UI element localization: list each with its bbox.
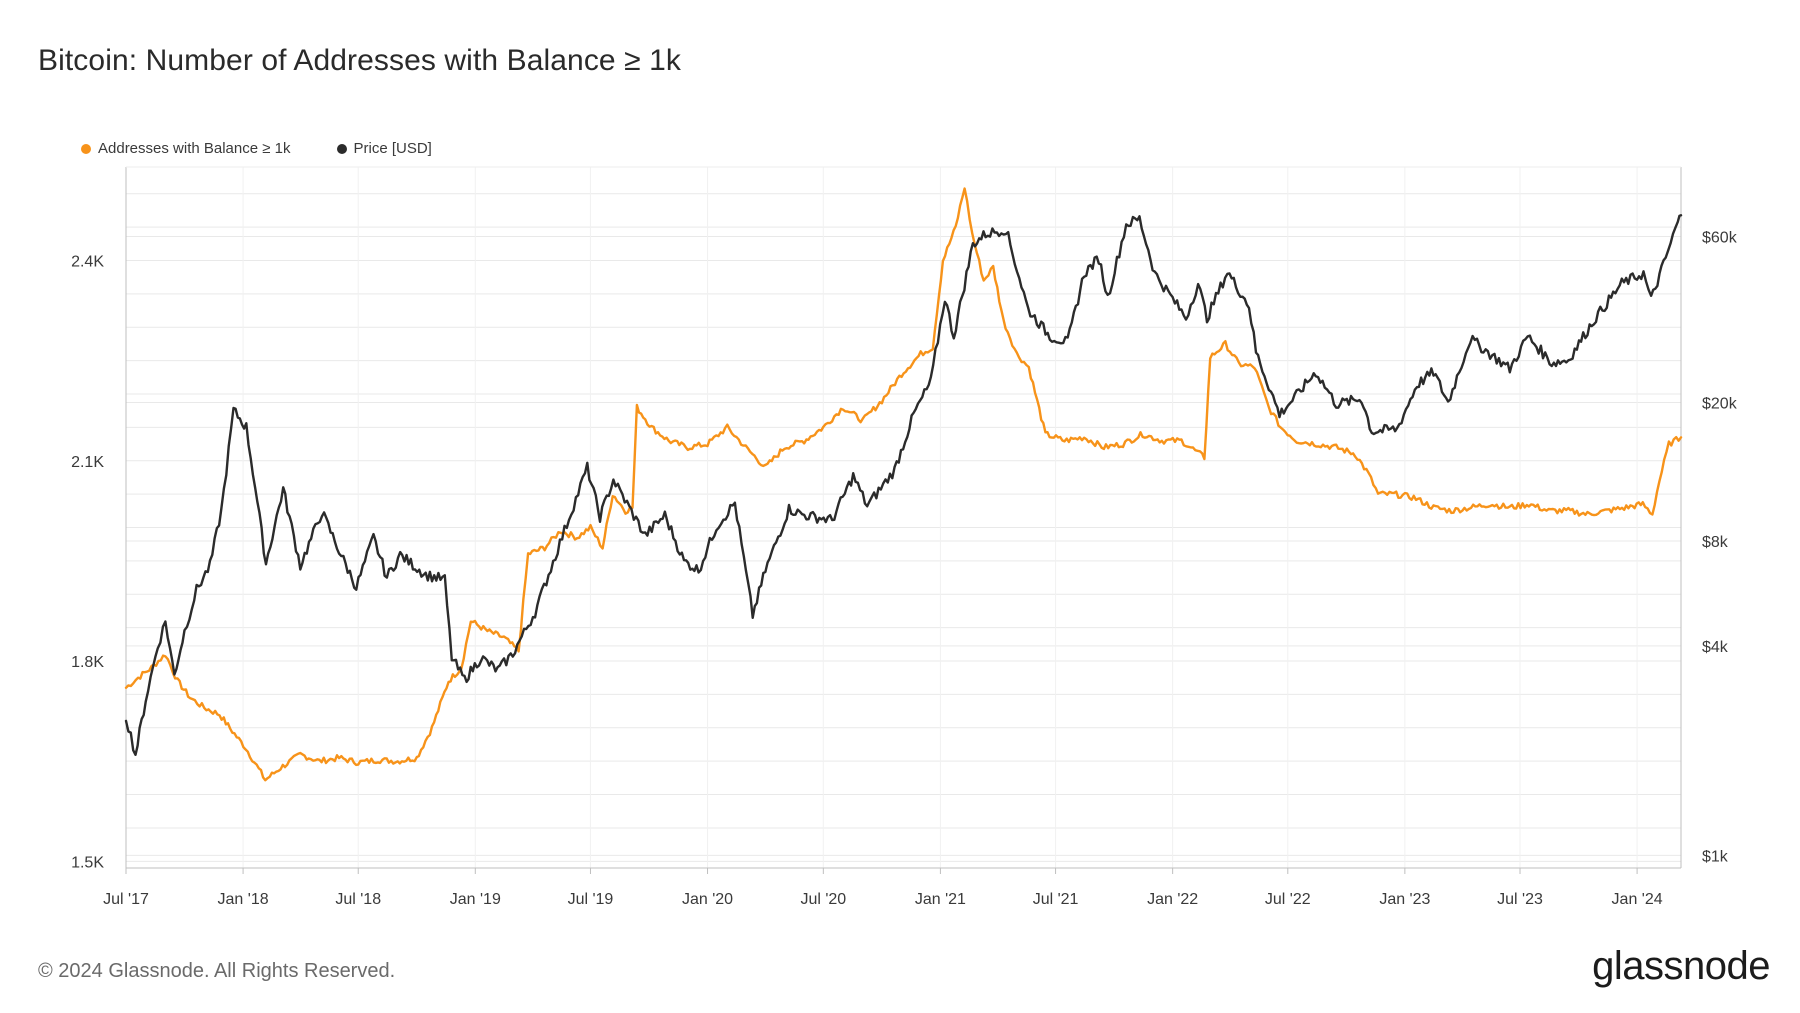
price-series-line xyxy=(124,214,1683,756)
x-tick-label: Jan '22 xyxy=(1147,891,1198,908)
y-left-tick-label: 2.1K xyxy=(71,454,104,471)
y-right-tick-label: $4k xyxy=(1702,639,1729,656)
addresses-series-line xyxy=(124,187,1683,782)
glassnode-logo: glassnode xyxy=(1592,944,1770,988)
x-tick-label: Jul '21 xyxy=(1033,891,1079,908)
x-tick-label: Jan '19 xyxy=(450,891,501,908)
legend-item-price[interactable]: Price [USD] xyxy=(336,140,432,157)
x-tick-label: Jan '23 xyxy=(1379,891,1430,908)
legend-label-price: Price [USD] xyxy=(353,140,432,157)
chart-title: Bitcoin: Number of Addresses with Balanc… xyxy=(38,44,682,77)
y-right-tick-label: $20k xyxy=(1702,396,1738,413)
grid-lines xyxy=(125,167,1681,868)
x-tick-label: Jul '23 xyxy=(1497,891,1543,908)
x-tick-label: Jul '22 xyxy=(1265,891,1311,908)
legend-dot-price xyxy=(336,143,347,154)
legend-item-addresses[interactable]: Addresses with Balance ≥ 1k xyxy=(81,140,291,157)
x-tick-label: Jan '18 xyxy=(218,891,269,908)
y-left-tick-label: 1.8K xyxy=(71,654,104,671)
x-tick-label: Jul '17 xyxy=(103,891,149,908)
chart-legend: Addresses with Balance ≥ 1k Price [USD] xyxy=(81,140,478,157)
x-tick-label: Jul '20 xyxy=(800,891,846,908)
copyright-footer: © 2024 Glassnode. All Rights Reserved. xyxy=(38,960,396,982)
y-right-tick-label: $60k xyxy=(1702,229,1738,246)
legend-dot-addresses xyxy=(81,143,91,154)
x-tick-label: Jul '18 xyxy=(335,891,381,908)
series-lines xyxy=(124,187,1683,782)
legend-label-addresses: Addresses with Balance ≥ 1k xyxy=(98,140,291,157)
axes xyxy=(125,166,1682,869)
x-tick-label: Jul '19 xyxy=(568,891,614,908)
x-tick-label: Jan '21 xyxy=(915,891,966,908)
y-right-tick-label: $8k xyxy=(1702,534,1729,551)
x-tick-label: Jan '20 xyxy=(682,891,733,908)
tick-labels: Jul '17 Jan '18 Jul '18 Jan '19 Jul '19 Jan '… xyxy=(71,229,1738,908)
y-right-tick-label: $1k xyxy=(1702,848,1729,865)
y-left-tick-label: 2.4K xyxy=(71,253,104,270)
x-tick-label: Jan '24 xyxy=(1612,891,1663,908)
y-left-tick-label: 1.5K xyxy=(71,854,104,871)
